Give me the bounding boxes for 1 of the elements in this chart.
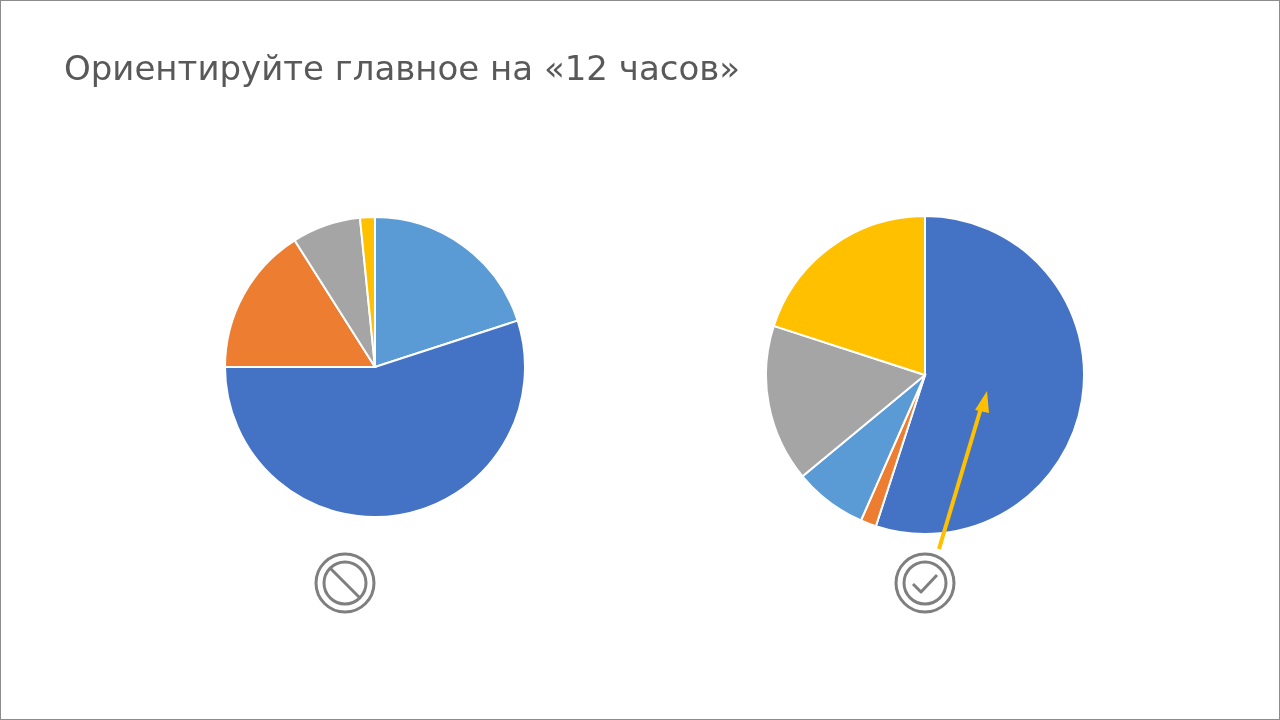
chart-title: Ориентируйте главное на «12 часов» — [64, 48, 741, 88]
